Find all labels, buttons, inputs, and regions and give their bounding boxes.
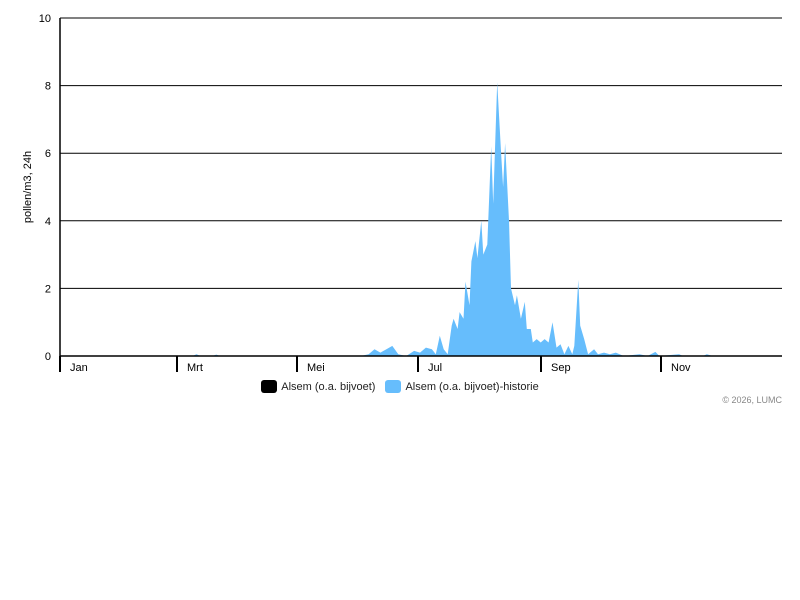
x-tick-label: Jan	[70, 362, 88, 374]
y-tick-label: 2	[45, 283, 51, 295]
y-tick-label: 6	[45, 148, 51, 160]
area-series-1	[60, 82, 781, 356]
legend-swatch-current	[261, 380, 278, 393]
legend-label-current: Alsem (o.a. bijvoet)	[281, 380, 376, 393]
y-tick-label: 4	[45, 216, 51, 228]
x-tick-label: Mei	[307, 362, 325, 374]
y-axis-label: pollen/m3, 24h	[22, 151, 34, 223]
credit: © 2026, LUMC	[722, 395, 782, 405]
x-tick-label: Mrt	[187, 362, 203, 374]
axes: 0 2 4 6 8 10 Jan Mrt Mei Jul Sep Nov	[39, 13, 782, 374]
gridlines	[60, 17, 782, 289]
y-tick-label: 8	[45, 81, 51, 93]
series-areas	[60, 82, 781, 356]
legend-swatch-history	[385, 380, 402, 393]
x-tick-label: Jul	[428, 362, 442, 374]
x-tick-label: Sep	[551, 362, 571, 374]
y-tick-label: 0	[45, 351, 51, 363]
legend-label-history: Alsem (o.a. bijvoet)-historie	[405, 380, 539, 393]
legend-item-history[interactable]: Alsem (o.a. bijvoet)-historie	[385, 380, 539, 393]
legend: Alsem (o.a. bijvoet) Alsem (o.a. bijvoet…	[0, 380, 800, 393]
y-tick-label: 10	[39, 13, 51, 25]
x-tick-label: Nov	[671, 362, 691, 374]
legend-item-current[interactable]: Alsem (o.a. bijvoet)	[261, 380, 375, 393]
